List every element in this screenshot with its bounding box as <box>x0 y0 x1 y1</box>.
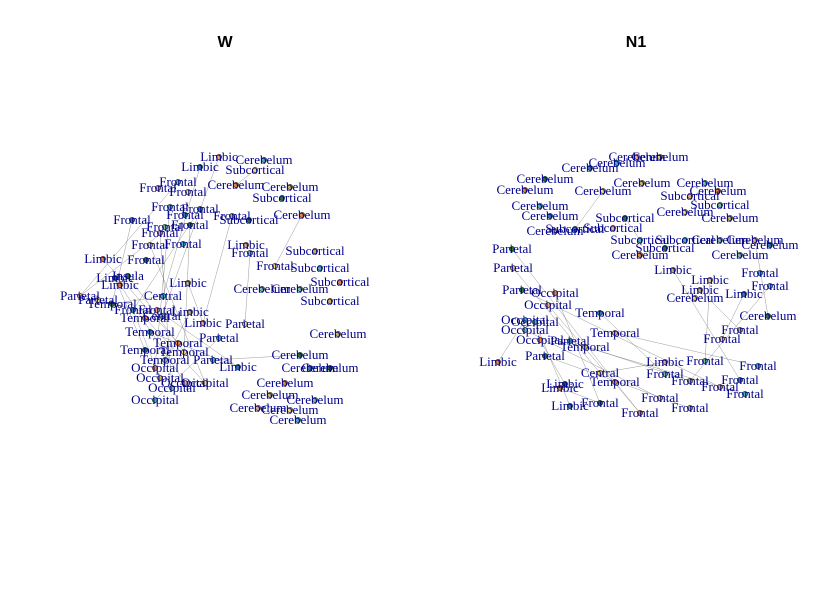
node-label-n1-33: Cerebelum <box>666 290 723 305</box>
node-label-n1-42: Occipital <box>511 314 559 329</box>
node-label-w-18: Frontal <box>164 236 202 251</box>
node-label-w-46: Cerebelum <box>309 326 366 341</box>
node-label-w-34: Central <box>144 288 183 303</box>
node-label-w-5: Cerebelum <box>207 177 264 192</box>
node-label-w-42: Parietal <box>199 330 239 345</box>
node-label-w-3: Limbic <box>181 159 219 174</box>
node-label-w-24: Limbic <box>227 237 265 252</box>
node-label-n1-5: Cerebelum <box>496 182 553 197</box>
node-label-w-58: Occipital <box>131 392 179 407</box>
node-label-n1-67: Subcortical <box>545 221 605 236</box>
node-label-w-71: Temporal <box>140 352 190 367</box>
node-label-w-70: Limbic <box>171 304 209 319</box>
node-label-w-29: Limbic <box>101 277 139 292</box>
node-label-w-19: Frontal <box>113 212 151 227</box>
node-label-n1-23: Cerebelum <box>711 247 768 262</box>
node-label-n1-40: Temporal <box>590 325 640 340</box>
node-label-n1-13: Cerebelum <box>689 183 746 198</box>
node-label-n1-22: Limbic <box>654 262 692 277</box>
node-label-n1-62: Frontal <box>671 400 709 415</box>
node-label-n1-41: Frontal <box>703 331 741 346</box>
node-label-w-68: Frontal <box>171 217 209 232</box>
node-label-n1-24: Parietal <box>493 260 533 275</box>
node-label-n1-65: Cerebelum <box>656 204 713 219</box>
node-label-n1-35: Temporal <box>575 305 625 320</box>
node-label-w-6: Cerebelum <box>261 179 318 194</box>
node-label-w-20: Frontal <box>127 252 165 267</box>
node-label-n1-50: Frontal <box>739 358 777 373</box>
node-label-n1-69: Limbic <box>541 380 579 395</box>
node-label-n1-9: Cerebelum <box>574 183 631 198</box>
node-label-n1-53: Temporal <box>590 374 640 389</box>
node-label-w-51: Limbic <box>219 359 257 374</box>
node-label-n1-46: Temporal <box>560 339 610 354</box>
node-label-w-9: Frontal <box>169 184 207 199</box>
node-label-n1-36: Cerebelum <box>739 308 796 323</box>
node-label-w-25: Frontal <box>256 258 294 273</box>
node-label-w-36: Temporal <box>87 296 137 311</box>
node-label-w-2: Cerebelum <box>235 152 292 167</box>
node-label-n1-55: Frontal <box>646 366 684 381</box>
node-label-w-69: Subcortical <box>310 274 370 289</box>
node-label-n1-31: Frontal <box>751 278 789 293</box>
node-label-w-39: Cerebelum <box>233 281 290 296</box>
node-label-n1-61: Frontal <box>621 405 659 420</box>
node-label-n1-68: Subcortical <box>635 240 695 255</box>
node-label-w-21: Limbic <box>84 251 122 266</box>
node-label-w-66: Cerebelum <box>269 412 326 427</box>
node-label-w-41: Parietal <box>225 316 265 331</box>
node-label-w-67: Frontal <box>181 201 219 216</box>
node-label-n1-47: Frontal <box>686 353 724 368</box>
node-label-n1-58: Frontal <box>726 386 764 401</box>
node-label-w-57: Occipital <box>181 375 229 390</box>
node-label-w-22: Subcortical <box>285 243 345 258</box>
node-label-n1-60: Frontal <box>581 395 619 410</box>
node-label-n1-45: Limbic <box>479 354 517 369</box>
node-label-w-13: Cerebelum <box>273 207 330 222</box>
panel-title-n1: N1 <box>626 34 647 51</box>
node-label-w-38: Subcortical <box>300 293 360 308</box>
node-label-n1-32: Occipital <box>524 297 572 312</box>
panel-title-w: W <box>217 34 233 51</box>
node-label-w-14: Frontal <box>213 208 251 223</box>
node-label-n1-20: Parietal <box>492 241 532 256</box>
node-label-w-26: Subcortical <box>290 260 350 275</box>
node-label-n1-64: Cerebelum <box>726 232 783 247</box>
node-label-w-60: Cerebelum <box>301 360 358 375</box>
